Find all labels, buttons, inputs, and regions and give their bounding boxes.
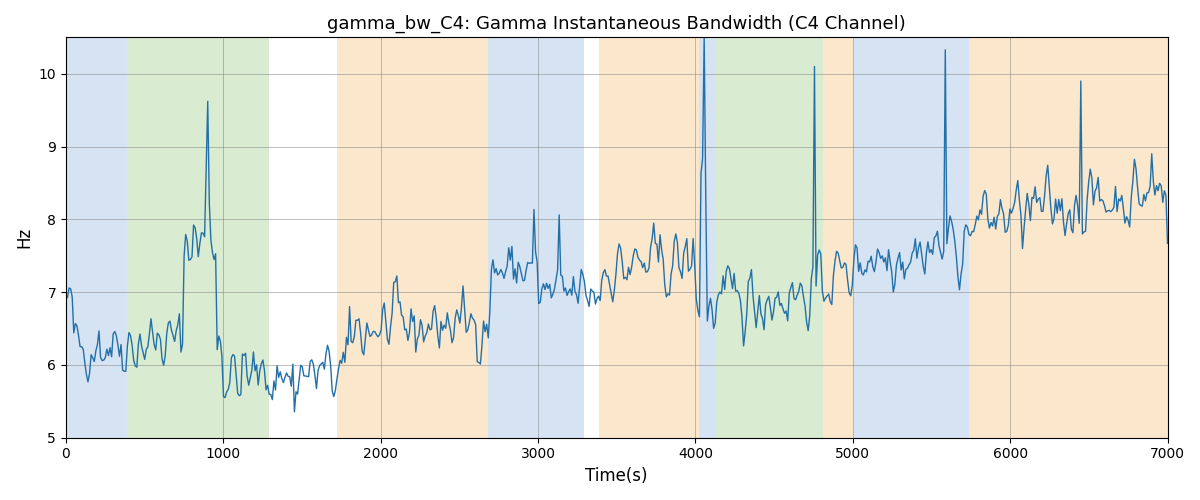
Bar: [970, 38, 1168, 438]
Y-axis label: Hz: Hz: [16, 227, 34, 248]
Bar: [823, 38, 854, 438]
X-axis label: Time(s): Time(s): [586, 467, 648, 485]
Bar: [854, 38, 970, 438]
Bar: [698, 38, 716, 438]
Bar: [716, 38, 823, 438]
Bar: [487, 38, 583, 438]
Bar: [127, 38, 269, 438]
Bar: [66, 38, 127, 438]
Bar: [599, 38, 698, 438]
Title: gamma_bw_C4: Gamma Instantaneous Bandwidth (C4 Channel): gamma_bw_C4: Gamma Instantaneous Bandwid…: [328, 15, 906, 34]
Bar: [336, 38, 487, 438]
